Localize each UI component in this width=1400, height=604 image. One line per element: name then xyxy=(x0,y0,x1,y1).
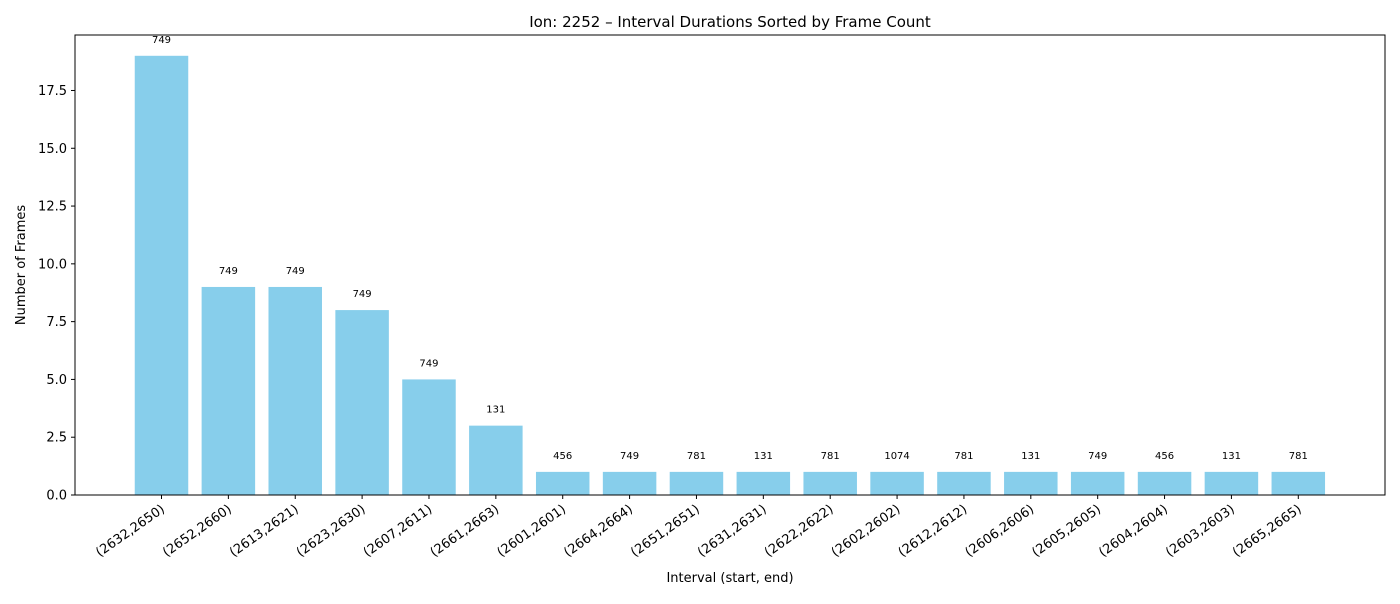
x-tick-label: (2665,2665) xyxy=(1230,502,1305,560)
bar-value-label: 456 xyxy=(1155,451,1174,462)
bar-value-label: 781 xyxy=(687,451,706,462)
bar xyxy=(803,471,857,495)
y-axis-label: Number of Frames xyxy=(14,205,29,326)
bar xyxy=(1204,471,1259,495)
x-tick-label: (2631,2631) xyxy=(695,502,770,560)
bar-value-label: 131 xyxy=(486,405,505,416)
bar-value-label: 749 xyxy=(152,35,171,46)
bar-value-label: 1074 xyxy=(884,451,909,462)
x-tick-label: (2632,2650) xyxy=(93,502,168,560)
bar xyxy=(1137,471,1192,495)
x-tick-label: (2652,2660) xyxy=(160,502,235,560)
bar xyxy=(870,471,924,495)
bar-value-label: 131 xyxy=(754,451,773,462)
x-tick-label: (2612,2612) xyxy=(896,502,971,560)
bar xyxy=(1004,471,1058,495)
bar xyxy=(402,379,456,495)
x-tick-label: (2623,2630) xyxy=(294,502,369,560)
x-tick-label: (2606,2606) xyxy=(963,502,1038,560)
bar-value-label: 781 xyxy=(821,451,840,462)
y-axis: 0.0 2.5 5.0 7.5 10.0 12.5 15.0 17.5 xyxy=(38,84,75,504)
x-tick-label: (2607,2611) xyxy=(361,502,436,560)
y-tick-label: 17.5 xyxy=(38,84,67,99)
bar-value-label: 781 xyxy=(954,451,973,462)
bar xyxy=(535,471,590,495)
bar-value-label: 749 xyxy=(620,451,639,462)
bar-value-label: 749 xyxy=(219,266,238,277)
bar-value-label: 781 xyxy=(1289,451,1308,462)
y-tick-label: 2.5 xyxy=(46,431,67,446)
x-tick-label: (2661,2663) xyxy=(428,502,503,560)
bar-value-label: 131 xyxy=(1222,451,1241,462)
x-tick-label: (2601,2601) xyxy=(495,502,570,560)
y-tick-label: 10.0 xyxy=(38,257,67,272)
bar-value-label: 456 xyxy=(553,451,572,462)
bar-value-label: 749 xyxy=(419,358,438,369)
bar xyxy=(1271,471,1326,495)
x-tick-label: (2604,2604) xyxy=(1096,502,1171,560)
bar xyxy=(602,471,657,495)
x-tick-label: (2664,2664) xyxy=(561,502,636,560)
y-tick-label: 5.0 xyxy=(46,373,67,388)
bar xyxy=(736,471,791,495)
value-labels-layer: 749 749 749 749 749 131 456 749 781 131 781 1074 781… xyxy=(152,35,1308,462)
bar xyxy=(201,286,256,495)
x-tick-label: (2622,2622) xyxy=(762,502,837,560)
bar-value-label: 749 xyxy=(353,289,372,300)
bar xyxy=(669,471,724,495)
x-tick-label: (2605,2605) xyxy=(1029,502,1104,560)
bars-layer xyxy=(134,55,1326,496)
bar xyxy=(1070,471,1125,495)
plot-frame xyxy=(74,34,1386,496)
x-tick-label: (2651,2651) xyxy=(628,502,703,560)
bar xyxy=(335,310,389,495)
y-tick-label: 12.5 xyxy=(38,200,67,215)
x-tick-label: (2602,2602) xyxy=(829,502,904,560)
bar-value-label: 749 xyxy=(1088,451,1107,462)
bar-value-label: 749 xyxy=(286,266,305,277)
bar xyxy=(134,55,189,496)
x-axis-label: Interval (start, end) xyxy=(666,571,793,586)
x-tick-label: (2613,2621) xyxy=(227,502,302,560)
x-axis: (2632,2650)(2652,2660)(2613,2621)(2623,2… xyxy=(93,495,1305,560)
bar xyxy=(469,425,523,495)
y-tick-label: 7.5 xyxy=(46,315,67,330)
bar xyxy=(268,286,322,495)
y-tick-label: 0.0 xyxy=(46,489,67,504)
bar-value-label: 131 xyxy=(1021,451,1040,462)
chart-title: Ion: 2252 – Interval Durations Sorted by… xyxy=(529,13,931,31)
x-tick-label: (2603,2603) xyxy=(1163,502,1238,560)
y-tick-label: 15.0 xyxy=(38,142,67,157)
bar xyxy=(937,471,991,495)
